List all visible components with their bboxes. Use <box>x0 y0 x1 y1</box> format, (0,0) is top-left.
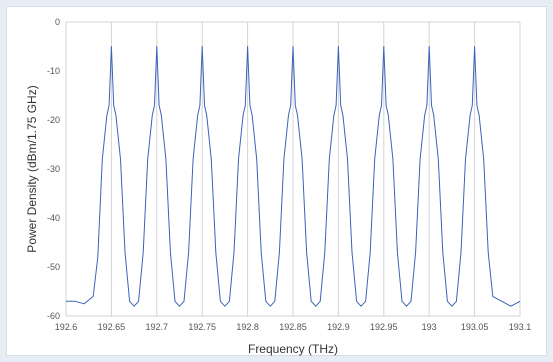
y-tick-label: -30 <box>47 164 60 174</box>
x-tick-label: 192.8 <box>236 322 259 332</box>
x-tick-label: 192.75 <box>188 322 216 332</box>
spectrum-trace <box>66 46 521 307</box>
x-tick-label: 192.85 <box>279 322 307 332</box>
x-tick-label: 193 <box>422 322 437 332</box>
y-tick-label: -20 <box>47 115 60 125</box>
y-tick-label: -10 <box>47 66 60 76</box>
y-tick-label: -40 <box>47 213 60 223</box>
y-axis-title: Power Density (dBm/1.75 GHz) <box>25 85 39 252</box>
y-tick-label: -60 <box>47 311 60 321</box>
x-tick-label: 192.95 <box>370 322 398 332</box>
grid-lines <box>65 21 521 317</box>
x-tick-label: 192.65 <box>98 322 126 332</box>
x-tick-label: 192.9 <box>327 322 350 332</box>
x-tick-labels: 192.6 192.65 192.7 192.75 192.8 192.85 192.9 19… <box>55 322 532 332</box>
x-axis-title: Frequency (THz) <box>248 342 338 356</box>
x-tick-label: 192.6 <box>55 322 78 332</box>
x-tick-label: 192.7 <box>146 322 169 332</box>
y-tick-label: -50 <box>47 262 60 272</box>
y-tick-labels: 0 -10 -20 -30 -40 -50 -60 <box>47 17 60 321</box>
y-tick-label: 0 <box>55 17 60 27</box>
x-tick-label: 193.1 <box>509 322 532 332</box>
x-tick-label: 193.05 <box>461 322 489 332</box>
